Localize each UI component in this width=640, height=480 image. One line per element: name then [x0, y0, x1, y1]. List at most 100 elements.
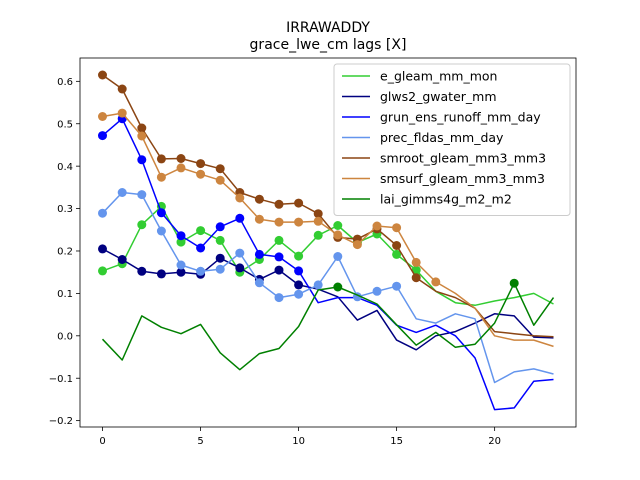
series-line-prec_fldas_mm_day: [101, 191, 554, 384]
series-point-smsurf_gleam_mm3_mm3: [313, 216, 323, 226]
series-point-prec_fldas_mm_day: [156, 226, 166, 236]
series-point-smsurf_gleam_mm3_mm3: [254, 214, 264, 224]
series-line-glws2_gwater_mm: [102, 248, 554, 351]
series-point-smroot_gleam_mm3_mm3: [156, 154, 166, 164]
series-point-e_gleam_mm_mon: [274, 235, 284, 245]
series-point-smsurf_gleam_mm3_mm3: [117, 108, 127, 118]
series-point-grun_ens_runoff_mm_day: [98, 131, 107, 141]
series-point-e_gleam_mm_mon: [313, 230, 323, 240]
series-point-grun_ens_runoff_mm_day: [215, 222, 225, 232]
series-point-smsurf_gleam_mm3_mm3: [137, 131, 147, 141]
series-point-smroot_gleam_mm3_mm3: [294, 198, 304, 208]
y-tick-label: −0.2: [49, 416, 73, 427]
series-point-smroot_gleam_mm3_mm3: [411, 273, 421, 283]
chart-title: IRRAWADDY: [286, 20, 370, 36]
series-point-smroot_gleam_mm3_mm3: [176, 154, 186, 163]
y-tick-label: 0.1: [57, 289, 73, 300]
series-point-prec_fldas_mm_day: [196, 266, 206, 276]
series-point-glws2_gwater_mm: [156, 269, 166, 279]
axes-frame: [79, 57, 577, 428]
series-point-smsurf_gleam_mm3_mm3: [352, 240, 362, 250]
series-point-glws2_gwater_mm: [98, 244, 107, 254]
legend-label-grun_ens_runoff_mm_day: grun_ens_runoff_mm_day: [380, 110, 541, 125]
series-point-prec_fldas_mm_day: [333, 252, 343, 261]
series-point-smroot_gleam_mm3_mm3: [196, 159, 206, 169]
y-tick-label: 0.2: [57, 247, 73, 258]
series-point-smsurf_gleam_mm3_mm3: [98, 112, 107, 121]
y-tick-label: −0.1: [49, 374, 73, 385]
series-point-e_gleam_mm_mon: [98, 266, 107, 276]
series-point-lai_gimms4g_m2_m2: [333, 282, 343, 292]
series-point-e_gleam_mm_mon: [411, 265, 421, 275]
series-point-glws2_gwater_mm: [176, 267, 186, 277]
y-tick-label: 0.4: [57, 162, 73, 173]
series-point-grun_ens_runoff_mm_day: [156, 208, 166, 218]
series-point-smroot_gleam_mm3_mm3: [313, 209, 323, 219]
x-tick-label: 5: [197, 436, 203, 447]
series-point-grun_ens_runoff_mm_day: [176, 231, 186, 241]
axes-layer: 0 5 10 15 20 −0.2 −0.1 0.0 0.1 0.2 0.3 0.4 0.5 0.6: [49, 57, 577, 447]
y-tick-label: 0.6: [57, 77, 73, 88]
series-point-smroot_gleam_mm3_mm3: [274, 199, 284, 209]
legend-label-prec_fldas_mm_day: prec_fldas_mm_day: [380, 130, 504, 145]
series-point-prec_fldas_mm_day: [392, 281, 402, 291]
series-point-smroot_gleam_mm3_mm3: [117, 84, 127, 94]
series-point-prec_fldas_mm_day: [372, 286, 382, 296]
series-point-smroot_gleam_mm3_mm3: [98, 70, 107, 80]
chart-subtitle: grace_lwe_cm lags [X]: [250, 37, 407, 53]
series-layer: [98, 70, 555, 411]
x-tick-label: 15: [390, 436, 403, 447]
legend: e_gleam_mm_mon glws2_gwater_mm grun_ens_ru…: [333, 63, 571, 216]
series-point-smsurf_gleam_mm3_mm3: [196, 169, 206, 179]
series-line-grun_ens_runoff_mm_day: [102, 117, 554, 411]
series-point-smroot_gleam_mm3_mm3: [215, 164, 225, 174]
series-point-smsurf_gleam_mm3_mm3: [156, 172, 166, 182]
y-tick-label: 0.3: [57, 204, 73, 215]
x-tick-label: 10: [292, 436, 305, 447]
series-point-prec_fldas_mm_day: [274, 293, 284, 303]
legend-label-smsurf_gleam_mm3_mm3: smsurf_gleam_mm3_mm3: [380, 171, 545, 186]
series-point-smsurf_gleam_mm3_mm3: [372, 221, 382, 231]
series-point-glws2_gwater_mm: [274, 265, 284, 275]
series-point-lai_gimms4g_m2_m2: [509, 278, 519, 288]
y-tick-label: 0.0: [57, 331, 73, 342]
legend-box: [333, 63, 571, 216]
series-point-smsurf_gleam_mm3_mm3: [431, 277, 441, 287]
series-point-smsurf_gleam_mm3_mm3: [215, 175, 225, 185]
x-tick-label: 0: [99, 436, 105, 447]
series-point-smsurf_gleam_mm3_mm3: [235, 193, 245, 203]
series-point-e_gleam_mm_mon: [392, 249, 402, 259]
series-point-prec_fldas_mm_day: [313, 280, 323, 290]
series-point-smsurf_gleam_mm3_mm3: [176, 163, 186, 173]
series-point-smsurf_gleam_mm3_mm3: [294, 217, 304, 227]
series-point-grun_ens_runoff_mm_day: [196, 243, 206, 253]
series-point-grun_ens_runoff_mm_day: [137, 155, 147, 165]
series-point-e_gleam_mm_mon: [333, 221, 343, 230]
series-point-prec_fldas_mm_day: [117, 188, 127, 197]
series-point-glws2_gwater_mm: [117, 255, 127, 264]
x-tick-label: 20: [488, 436, 501, 447]
series-point-e_gleam_mm_mon: [196, 226, 206, 236]
legend-label-glws2_gwater_mm: glws2_gwater_mm: [380, 89, 497, 104]
series-point-smsurf_gleam_mm3_mm3: [274, 217, 284, 227]
series-point-smsurf_gleam_mm3_mm3: [392, 223, 402, 233]
legend-label-lai_gimms4g_m2_m2: lai_gimms4g_m2_m2: [380, 192, 512, 207]
series-line-e_gleam_mm_mon: [102, 205, 554, 307]
series-point-glws2_gwater_mm: [215, 253, 225, 263]
series-point-glws2_gwater_mm: [294, 280, 304, 290]
series-point-smsurf_gleam_mm3_mm3: [411, 257, 421, 267]
legend-label-smroot_gleam_mm3_mm3: smroot_gleam_mm3_mm3: [380, 151, 546, 166]
series-point-glws2_gwater_mm: [137, 266, 147, 276]
series-point-grun_ens_runoff_mm_day: [294, 266, 304, 276]
series-point-prec_fldas_mm_day: [294, 289, 304, 299]
series-point-grun_ens_runoff_mm_day: [235, 213, 245, 223]
series-point-smroot_gleam_mm3_mm3: [137, 123, 147, 133]
series-point-prec_fldas_mm_day: [98, 208, 107, 218]
series-point-smroot_gleam_mm3_mm3: [254, 194, 264, 204]
series-point-grun_ens_runoff_mm_day: [254, 249, 264, 259]
series-point-prec_fldas_mm_day: [137, 190, 147, 200]
series-point-glws2_gwater_mm: [235, 263, 245, 273]
series-point-prec_fldas_mm_day: [176, 260, 186, 270]
legend-label-e_gleam_mm_mon: e_gleam_mm_mon: [380, 69, 497, 84]
